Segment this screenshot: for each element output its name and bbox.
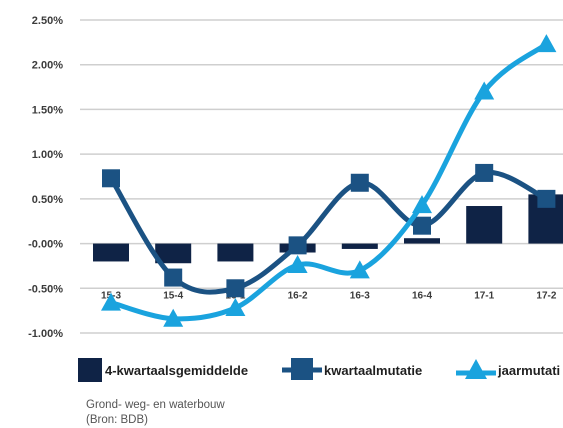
jaarmutatie-point-16-3 [349, 260, 370, 279]
kwartaalmutatie-point-16-3 [350, 173, 369, 192]
x-tick-label: 16-2 [288, 290, 308, 301]
jaarmutatie-line [108, 41, 549, 322]
y-tick-label: 0.50% [32, 194, 63, 206]
legend-square-line-swatch [282, 358, 322, 380]
legend-label-kwartaal: kwartaalmutatie [324, 362, 423, 378]
jaarmutatie-point-15-3 [101, 292, 121, 311]
jaarmutatie-point-17-2 [536, 34, 557, 53]
y-tick-label: -0.50% [28, 283, 63, 295]
source-caption: Grond- weg- en waterbouw (Bron: BDB) [86, 398, 225, 428]
legend: 4-kwartaalsgemiddelde kwartaalmutatie ja… [0, 353, 563, 387]
bar-17-1 [466, 206, 503, 244]
kwartaalmutatie-point-15-4 [164, 268, 183, 287]
x-tick-label: 15-4 [163, 290, 183, 301]
y-tick-label: 1.50% [32, 104, 63, 116]
x-tick-label: 17-1 [474, 290, 494, 301]
kwartaalmutatie-point-15-3 [102, 169, 120, 188]
x-tick-label: 16-4 [412, 290, 432, 301]
y-tick-label: 2.50% [32, 15, 63, 27]
bar-16-4 [404, 238, 440, 244]
caption-title: Grond- weg- en waterbouw [86, 399, 225, 411]
legend-triangle-line-swatch [456, 359, 496, 379]
kwartaalmutatie-point-16-1 [226, 279, 245, 298]
y-tick-label: 1.00% [32, 149, 63, 161]
jaarmutatie-point-15-4 [163, 308, 184, 327]
caption-source: (Bron: BDB) [86, 414, 148, 426]
y-tick-label: 2.00% [32, 60, 63, 72]
kwartaalmutatie-point-17-2 [537, 189, 556, 208]
y-tick-label: -1.00% [28, 328, 63, 340]
jaarmutatie-point-16-2 [287, 255, 308, 274]
y-tick-label: -0.00% [28, 239, 63, 251]
y-axis-ticks: 2.50% 2.00% 1.50% 1.00% 0.50% -0.00% -0.50% -1.… [28, 15, 63, 340]
jaarmutatie-point-16-4 [412, 195, 432, 214]
jaarmutatie-point-17-1 [474, 81, 495, 100]
x-tick-label: 16-3 [350, 290, 370, 301]
legend-item-kwartaal: kwartaalmutatie [282, 353, 422, 387]
line-series [101, 34, 557, 327]
bar-15-3 [93, 243, 129, 262]
legend-label-jaar: jaarmutati [498, 362, 561, 378]
x-tick-label: 17-2 [536, 290, 556, 301]
bar-16-1 [217, 243, 254, 262]
x-axis-labels: 15-315-416-116-216-316-417-117-2 [101, 290, 557, 301]
legend-item-bars: 4-kwartaalsgemiddelde [78, 353, 248, 387]
kwartaalmutatie-point-16-2 [288, 236, 307, 255]
bar-series [93, 194, 563, 264]
kwartaalmutatie-point-16-4 [413, 216, 431, 235]
legend-bar-swatch [78, 358, 102, 382]
bar-15-4 [155, 243, 192, 264]
legend-item-jaar: jaarmutati [456, 353, 560, 387]
jaarmutatie-point-16-1 [225, 297, 246, 316]
legend-label-bars: 4-kwartaalsgemiddelde [105, 362, 249, 378]
bar-16-3 [341, 243, 378, 249]
chart: 2.50% 2.00% 1.50% 1.00% 0.50% -0.00% -0.50% -1.… [28, 15, 563, 340]
kwartaalmutatie-point-17-1 [475, 163, 494, 182]
